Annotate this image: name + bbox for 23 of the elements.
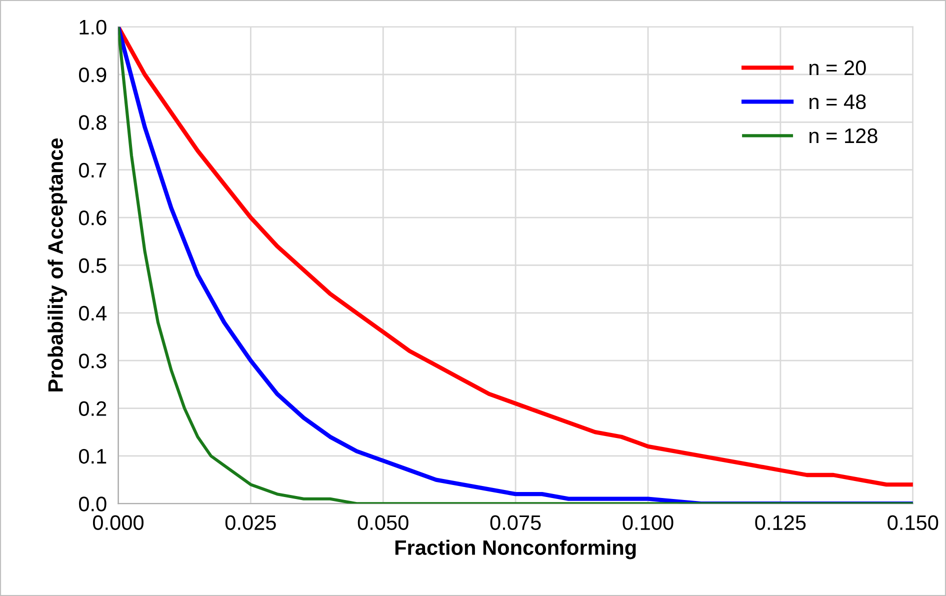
- legend-label: n = 20: [810, 60, 866, 76]
- y-tick-label: 0.7: [78, 162, 106, 178]
- y-tick-label: 0.6: [78, 210, 106, 226]
- y-tick-label: 0.5: [78, 258, 106, 273]
- y-tick-label: 0.8: [78, 115, 106, 130]
- y-axis-title: Probability of Acceptance: [48, 138, 68, 392]
- x-tick-label: 0.125: [755, 515, 806, 530]
- x-tick-label: 0.025: [225, 515, 276, 530]
- y-tick-label: 0.1: [78, 448, 106, 464]
- y-tick-label: 0.3: [78, 354, 106, 368]
- x-tick-label: 0.150: [888, 515, 938, 530]
- y-tick-label: 0.2: [78, 401, 106, 416]
- y-tick-label: 1.0: [80, 20, 106, 35]
- x-tick-label: 0.050: [358, 515, 408, 530]
- y-tick-label: 0.9: [78, 68, 106, 82]
- legend-label: n = 48: [810, 94, 866, 110]
- x-tick-label: 0.100: [622, 515, 674, 530]
- y-tick-label: 0.4: [78, 306, 107, 321]
- x-axis-title: Fraction Nonconforming: [395, 540, 636, 560]
- x-tick-label: 0.000: [93, 515, 144, 530]
- legend-label: n = 128: [810, 128, 878, 144]
- x-tick-label: 0.075: [490, 515, 541, 530]
- y-tick-label: 0.0: [78, 496, 106, 512]
